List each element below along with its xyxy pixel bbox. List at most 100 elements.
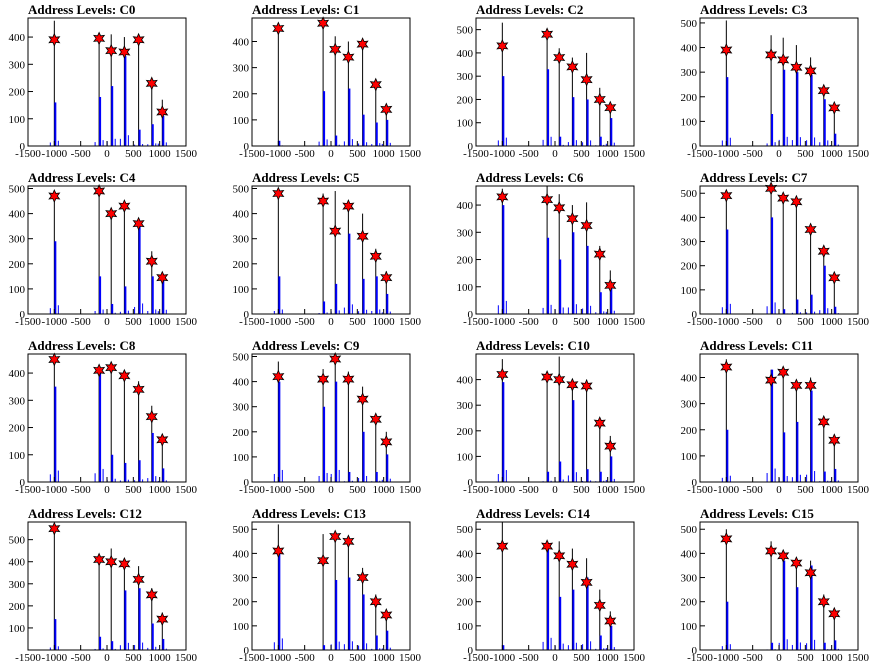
- x-tick-label: 500: [797, 148, 814, 160]
- level-marker: [604, 278, 617, 293]
- y-tick-label: 200: [9, 601, 26, 613]
- level-marker: [604, 614, 617, 629]
- x-tick-label: -1500: [463, 484, 489, 496]
- chart-panel: Address Levels: C5 0 100 200 300 400 500 -1500-…: [224, 168, 448, 336]
- chart-panel: Address Levels: C11 0 100 200 300 400 -1500 -10…: [672, 336, 896, 504]
- x-tick-label: 1000: [373, 652, 396, 664]
- x-tick-label: -1000: [41, 316, 67, 328]
- y-tick-label: 300: [9, 59, 26, 71]
- y-tick-label: 300: [9, 395, 26, 407]
- x-tick-label: -1500: [15, 652, 41, 664]
- y-tick-label: 300: [9, 234, 26, 246]
- level-marker: [342, 50, 355, 65]
- level-marker: [580, 218, 593, 233]
- y-tick-label: 100: [681, 285, 698, 297]
- y-tick-label: 0: [244, 645, 250, 657]
- level-marker: [496, 189, 509, 204]
- chart-panel: Address Levels: C9 0 100 200 300 400 500 -1500-…: [224, 336, 448, 504]
- x-tick-label: -500: [71, 484, 92, 496]
- y-tick-label: 500: [9, 535, 26, 547]
- chart-svg: Address Levels: C15 0 100 200 300 400 500 -1500…: [681, 506, 870, 664]
- chart-title: Address Levels: C6: [476, 170, 584, 185]
- x-tick-label: -500: [743, 484, 764, 496]
- x-tick-label: -500: [71, 148, 92, 160]
- level-marker: [604, 439, 617, 454]
- chart-svg: Address Levels: C1 0 100 200 300 400 -1500 -100…: [233, 2, 422, 160]
- y-tick-label: 500: [233, 184, 250, 196]
- x-tick-label: 1000: [373, 484, 396, 496]
- level-marker: [93, 552, 106, 567]
- chart-title: Address Levels: C11: [700, 338, 813, 353]
- y-tick-label: 400: [457, 375, 474, 387]
- x-tick-label: 0: [552, 484, 558, 496]
- y-tick-label: 400: [9, 209, 26, 221]
- y-tick-label: 400: [9, 32, 26, 44]
- level-marker: [828, 433, 841, 448]
- level-marker: [580, 575, 593, 590]
- x-tick-label: -1000: [265, 484, 291, 496]
- level-marker: [765, 373, 778, 388]
- level-marker: [105, 360, 118, 375]
- x-tick-label: 0: [328, 652, 334, 664]
- level-marker: [804, 63, 817, 78]
- level-marker: [132, 382, 145, 397]
- y-tick-label: 100: [233, 621, 250, 633]
- x-tick-label: 0: [328, 484, 334, 496]
- y-tick-label: 400: [233, 548, 250, 560]
- y-tick-label: 0: [468, 141, 474, 153]
- x-tick-label: -500: [71, 652, 92, 664]
- level-marker: [118, 368, 131, 383]
- y-tick-label: 200: [457, 255, 474, 267]
- x-tick-label: 500: [573, 316, 590, 328]
- level-marker: [105, 206, 118, 221]
- x-tick-label: 1500: [175, 316, 198, 328]
- x-tick-label: -1500: [15, 148, 41, 160]
- y-tick-label: 0: [692, 477, 698, 489]
- x-tick-label: 500: [797, 316, 814, 328]
- y-tick-label: 200: [233, 597, 250, 609]
- y-tick-label: 200: [457, 426, 474, 438]
- x-tick-label: -500: [295, 484, 316, 496]
- x-tick-label: 0: [328, 316, 334, 328]
- y-tick-label: 200: [457, 94, 474, 106]
- level-marker: [93, 363, 106, 378]
- x-tick-label: 1000: [373, 148, 396, 160]
- x-tick-label: 1000: [597, 652, 620, 664]
- x-tick-label: -500: [295, 148, 316, 160]
- x-tick-label: -1500: [15, 316, 41, 328]
- y-tick-label: 0: [692, 141, 698, 153]
- chart-panel: Address Levels: C12 100 200 300 400 500 -1500-…: [0, 504, 224, 672]
- x-tick-label: 1500: [847, 652, 870, 664]
- x-tick-label: 0: [552, 316, 558, 328]
- y-tick-label: 400: [233, 377, 250, 389]
- x-tick-label: -1500: [687, 148, 713, 160]
- level-marker: [145, 76, 158, 91]
- level-marker: [828, 100, 841, 115]
- level-marker: [369, 412, 382, 427]
- level-marker: [804, 565, 817, 580]
- level-marker: [720, 188, 733, 203]
- level-marker: [593, 247, 606, 262]
- level-marker: [317, 194, 330, 209]
- x-tick-label: -1500: [239, 148, 265, 160]
- chart-panel: Address Levels: C13 0 100 200 300 400 500 -1500…: [224, 504, 448, 672]
- chart-svg: Address Levels: C6 0 100 200 300 400 -1500 -100…: [457, 170, 646, 328]
- y-tick-label: 0: [20, 309, 26, 321]
- level-marker: [272, 543, 285, 558]
- level-marker: [790, 194, 803, 209]
- x-tick-label: 500: [125, 316, 142, 328]
- level-marker: [541, 370, 554, 385]
- chart-title: Address Levels: C7: [700, 170, 808, 185]
- x-tick-label: 0: [776, 316, 782, 328]
- chart-title: Address Levels: C13: [252, 506, 366, 521]
- y-tick-label: 200: [9, 423, 26, 435]
- y-tick-label: 100: [681, 116, 698, 128]
- y-tick-label: 0: [468, 309, 474, 321]
- x-tick-label: 1000: [821, 316, 844, 328]
- y-tick-label: 100: [9, 284, 26, 296]
- x-tick-label: 1500: [175, 652, 198, 664]
- y-tick-label: 0: [468, 645, 474, 657]
- x-tick-label: 500: [797, 652, 814, 664]
- level-marker: [156, 612, 169, 627]
- level-marker: [156, 104, 169, 119]
